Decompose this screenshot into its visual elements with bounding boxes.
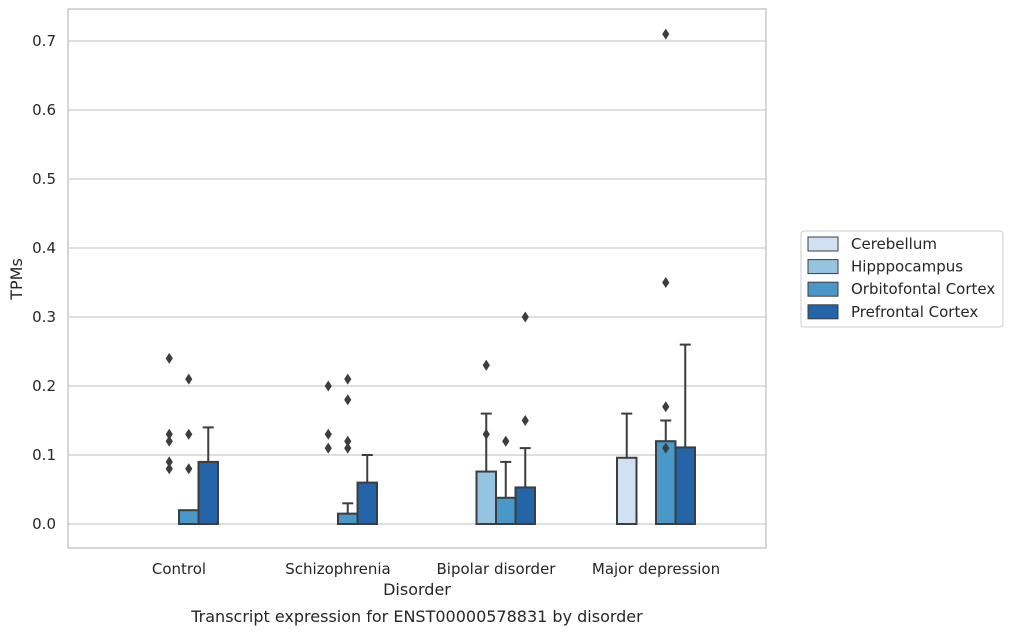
outlier-points (165, 28, 670, 475)
outlier-point (324, 442, 332, 454)
outlier-point (521, 311, 529, 323)
outlier-point (324, 428, 332, 440)
bar (616, 456, 638, 526)
legend: Cerebellum Hipppocampus Orbitofontal Corte… (800, 230, 1004, 328)
y-tick-label: 0.5 (32, 170, 56, 188)
outlier-point (185, 428, 193, 440)
bar (197, 460, 219, 525)
outlier-point (165, 463, 173, 475)
outlier-point (482, 359, 490, 371)
outlier-point (185, 373, 193, 385)
y-tick-label: 0.0 (32, 515, 56, 533)
bar (475, 470, 497, 525)
bar (514, 486, 536, 525)
y-tick-label: 0.7 (32, 32, 56, 50)
outlier-point (344, 435, 352, 447)
x-tick-label: Bipolar disorder (437, 560, 557, 578)
outlier-point (662, 277, 670, 288)
x-tick-labels: Control Schizophrenia Bipolar disorder Majo… (152, 560, 720, 578)
outlier-point (165, 428, 173, 440)
plot-frame (67, 8, 767, 549)
outlier-point (662, 28, 670, 40)
outlier-point (482, 428, 490, 440)
gridlines (68, 40, 766, 525)
outlier-point (165, 435, 173, 447)
bar (178, 509, 200, 526)
x-tick-label: Schizophrenia (285, 560, 390, 578)
outlier-point (662, 401, 670, 413)
outlier-point (502, 435, 510, 447)
outlier-point (165, 456, 173, 468)
y-tick-labels: 0.0 0.1 0.2 0.3 0.4 0.5 0.6 0.7 (32, 32, 56, 533)
x-tick-label: Major depression (592, 560, 720, 578)
outlier-point (521, 415, 529, 426)
outlier-point (324, 380, 332, 392)
outlier-point (185, 463, 193, 475)
y-axis-label: TPMs (7, 258, 26, 301)
outlier-point (344, 394, 352, 406)
x-axis-label: Disorder (383, 580, 451, 599)
bars (178, 440, 696, 526)
x-tick-label: Control (152, 560, 206, 578)
y-tick-label: 0.1 (32, 446, 56, 464)
chart-caption: Transcript expression for ENST0000057883… (190, 607, 643, 626)
outlier-point (165, 352, 173, 364)
legend-box (800, 230, 1004, 328)
legend-label: Hipppocampus (851, 258, 963, 276)
outlier-point (662, 442, 670, 454)
y-tick-label: 0.6 (32, 101, 56, 119)
legend-label: Cerebellum (851, 235, 937, 253)
outlier-point (344, 373, 352, 385)
bar (655, 440, 677, 526)
bar (495, 496, 517, 525)
error-bars (202, 343, 691, 514)
y-tick-label: 0.4 (32, 239, 56, 257)
bar (337, 512, 359, 526)
legend-swatch (807, 236, 839, 252)
outlier-point (344, 442, 352, 454)
legend-swatch (807, 259, 839, 275)
y-tick-label: 0.3 (32, 308, 56, 326)
legend-label: Orbitofontal Cortex (851, 280, 995, 298)
bar (674, 446, 696, 525)
bar (356, 481, 378, 526)
legend-swatch (807, 281, 839, 297)
legend-swatch (807, 304, 839, 320)
legend-label: Prefrontal Cortex (851, 303, 978, 321)
y-tick-label: 0.2 (32, 377, 56, 395)
